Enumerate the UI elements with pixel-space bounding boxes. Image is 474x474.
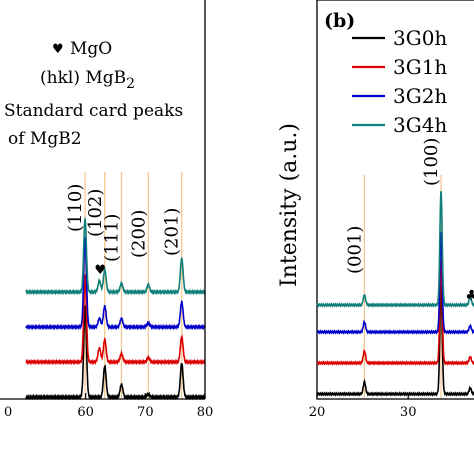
legend-mgo-label: MgO (70, 39, 112, 59)
peak-label: (100) (421, 138, 442, 186)
legend-label: 3G1h (393, 55, 447, 79)
series-line-trace-2 (25, 236, 206, 331)
legend-mgb2-text: (hkl) MgB (40, 68, 126, 88)
panel-a-mgo-peak-marker: ♥ (94, 263, 106, 278)
legend-mgb2-subscript: 2 (126, 76, 135, 92)
panel-b-x-tick-labels: 20 30 (309, 405, 417, 420)
x-tick-label: 30 (400, 405, 417, 420)
peak-label: (001) (344, 226, 365, 274)
x-tick-label: 80 (197, 405, 214, 420)
legend-standard-line1: Standard card peaks (4, 101, 183, 121)
peak-label: (200) (128, 210, 149, 258)
peak-label: (201) (162, 208, 183, 256)
panel-b-legend: 3G0h 3G1h 3G2h 3G4h (352, 26, 447, 137)
x-tick-label: 60 (77, 405, 94, 420)
panel-b-extra-peak-marker: ♣ (465, 288, 474, 304)
series-line-3g4h (316, 191, 474, 308)
panel-b-series (316, 191, 474, 397)
series-line-trace-0 (25, 305, 206, 401)
panel-b-peak-labels: (001) (100) (344, 138, 442, 274)
panel-b-x-ticks (316, 393, 409, 399)
series-line-trace-3 (25, 216, 206, 296)
panel-b-frame (316, 0, 474, 400)
panel-a-chart: (110)(102)(111) (200) (201) ♥ ♥ MgO (hkl) … (0, 0, 213, 420)
legend-mgo-symbol: ♥ (52, 42, 64, 57)
legend-mgb2-label: (hkl) MgB2 (40, 68, 135, 92)
panel-b-chart: (001) (100) ♣ (b) 3G0h 3G1h 3G2h 3G4h Intens… (277, 0, 474, 420)
series-line-3g2h (316, 230, 474, 335)
legend-label: 3G2h (393, 84, 447, 108)
legend-label: 3G4h (393, 113, 447, 137)
panel-b-label: (b) (324, 10, 355, 32)
legend-label: 3G0h (393, 26, 447, 50)
x-tick-label: 20 (309, 405, 326, 420)
series-line-3g1h (316, 259, 474, 366)
series-line-3g0h (316, 283, 474, 397)
series-line-trace-1 (25, 274, 206, 366)
legend-standard-line2: of MgB2 (8, 129, 82, 149)
peak-label: (110) (65, 184, 86, 232)
panel-a-series (25, 216, 206, 401)
panel-a-x-tick-labels: 60 70 80 0 (4, 405, 213, 420)
peak-label: (111) (101, 214, 122, 262)
x-tick-label: 70 (137, 405, 154, 420)
panel-a-peak-labels: (110)(102)(111) (200) (201) (65, 184, 183, 262)
panel-a-x-ticks (85, 393, 206, 399)
x-tick-label-partial: 0 (4, 405, 12, 420)
peak-label: (102) (85, 189, 106, 237)
panel-a-legend: ♥ MgO (hkl) MgB2 Standard card peaks of … (4, 39, 183, 149)
panel-b-y-axis-label: Intensity (a.u.) (277, 123, 302, 287)
